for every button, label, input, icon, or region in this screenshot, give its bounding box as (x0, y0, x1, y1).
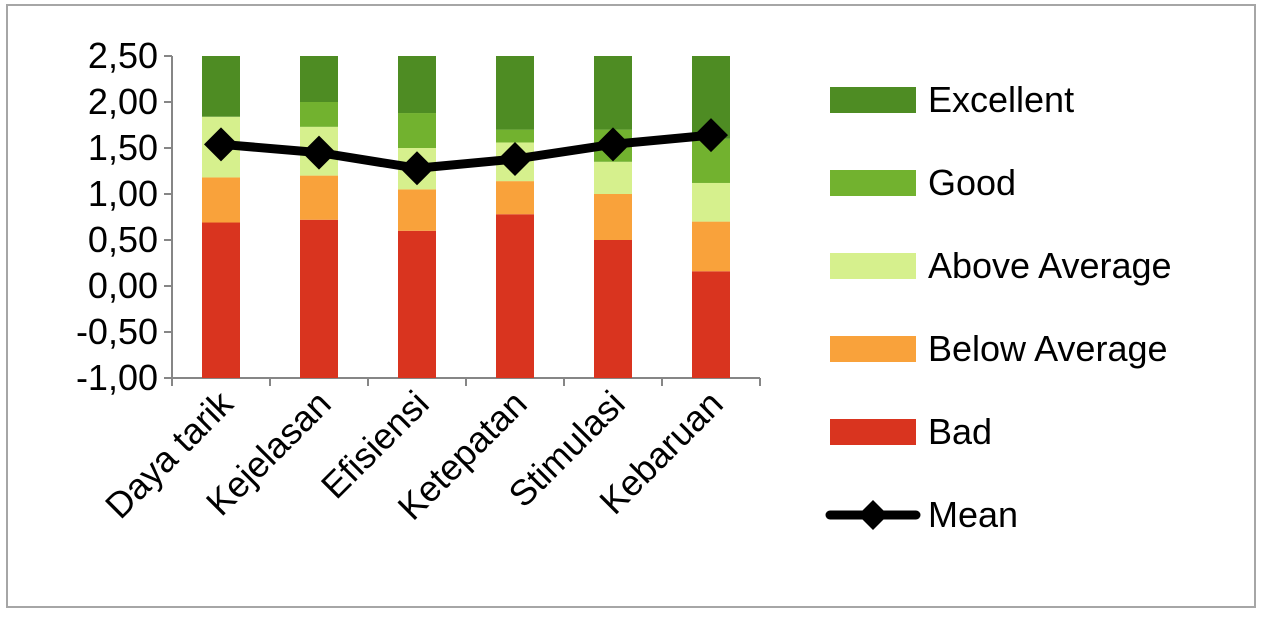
legend-swatch-below-average (830, 336, 916, 362)
bar-segment-below-average (594, 194, 632, 240)
legend-swatch-good (830, 170, 916, 196)
bar-segment-bad (300, 219, 338, 378)
mean-line (216, 130, 716, 173)
bar-segment-below-average (496, 181, 534, 215)
bar-segment-bad (398, 230, 436, 378)
bar-segment-excellent (398, 56, 436, 114)
bar-segment-excellent (300, 56, 338, 102)
legend-label-excellent: Excellent (928, 79, 1074, 120)
bar-segment-above-average (594, 161, 632, 194)
legend-label-bad: Bad (928, 411, 992, 452)
mean-marker (596, 127, 630, 162)
bar-segment-excellent (594, 56, 632, 130)
bar-segment-bad (594, 240, 632, 378)
mean-marker (694, 118, 728, 153)
legend-label-mean: Mean (928, 494, 1018, 535)
bar-segment-bad (692, 271, 730, 378)
y-tick-label: 1,50 (88, 127, 158, 168)
bar-segment-good (496, 129, 534, 143)
bar-segment-excellent (496, 56, 534, 130)
y-tick-label: 0,00 (88, 265, 158, 306)
legend-swatch-excellent (830, 87, 916, 113)
mean-marker (400, 151, 434, 186)
bar-segment-below-average (300, 175, 338, 220)
legend-marker-mean (858, 500, 888, 530)
y-tick-label: 0,50 (88, 219, 158, 260)
bar-segment-excellent (202, 56, 240, 117)
mean-marker (302, 135, 336, 170)
legend-label-below-average: Below Average (928, 328, 1168, 369)
legend-swatch-bad (830, 419, 916, 445)
bar-segment-below-average (692, 221, 730, 272)
bar-segment-below-average (202, 177, 240, 223)
bar-segment-good (398, 113, 436, 148)
bar-segment-below-average (398, 189, 436, 231)
y-tick-label: -1,00 (76, 357, 158, 398)
legend-swatch-above-average (830, 253, 916, 279)
y-tick-label: -0,50 (76, 311, 158, 352)
legend-label-good: Good (928, 162, 1016, 203)
bar-segment-bad (496, 214, 534, 378)
y-tick-label: 1,00 (88, 173, 158, 214)
mean-marker (204, 127, 238, 162)
y-tick-label: 2,00 (88, 81, 158, 122)
legend-label-above-average: Above Average (928, 245, 1172, 286)
mean-marker (498, 142, 532, 177)
bar-segment-above-average (692, 182, 730, 222)
y-tick-label: 2,50 (88, 35, 158, 76)
bar-segment-bad (202, 222, 240, 378)
bar-segment-good (300, 102, 338, 127)
